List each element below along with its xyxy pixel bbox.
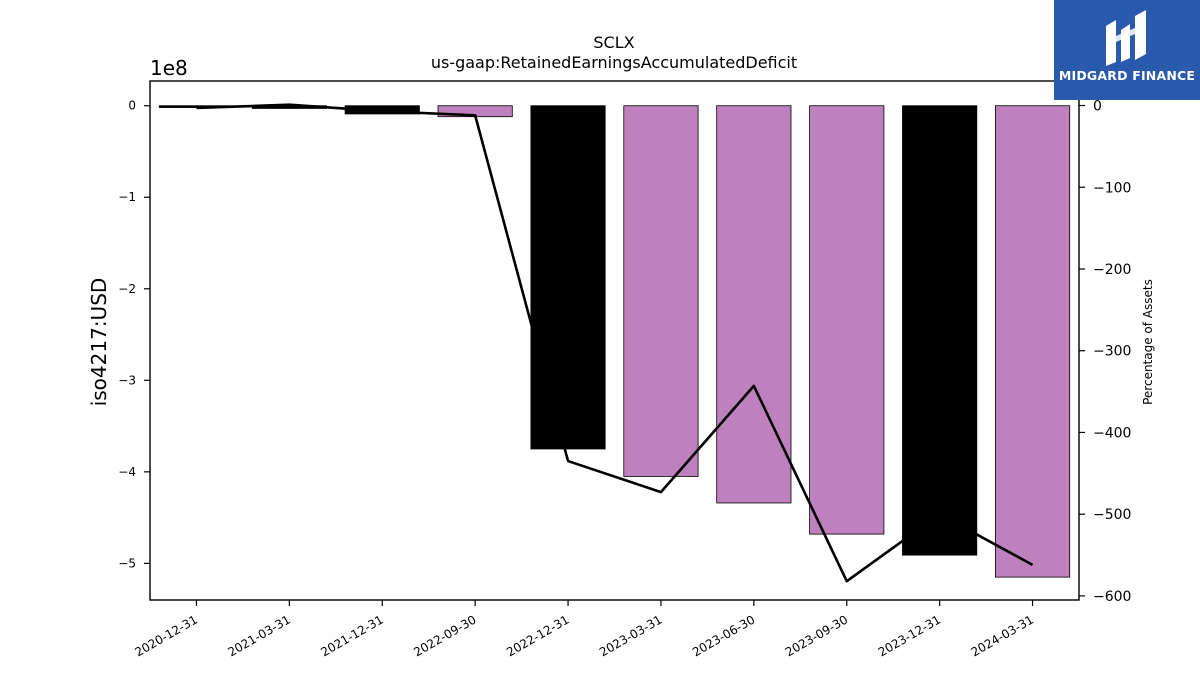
bar-2023-12-31 [902, 105, 978, 556]
y2-tick-label: −300 [1093, 344, 1131, 360]
x-tick-label: 2024-03-31 [969, 612, 1036, 659]
midgard-logo-icon [1106, 10, 1146, 66]
chart-title: SCLX [593, 33, 634, 52]
y-tick-label: −5 [118, 556, 136, 570]
bar-2023-09-30 [809, 105, 885, 535]
bar-2024-03-31 [994, 105, 1071, 578]
x-tick-label: 2023-12-31 [876, 612, 943, 659]
y-axis-label: iso4217:USD [87, 278, 111, 407]
x-tick-label: 2020-12-31 [133, 612, 200, 659]
y2-tick-label: 0 [1093, 99, 1102, 115]
y2-tick-label: −500 [1093, 507, 1131, 523]
y-tick-label: −3 [118, 373, 136, 387]
y-tick-label: −4 [118, 465, 136, 479]
y-tick-label: 0 [128, 99, 136, 113]
y-tick-label: −1 [118, 190, 136, 204]
chart-subtitle: us-gaap:RetainedEarningsAccumulatedDefic… [431, 53, 797, 72]
bar-2022-12-31 [530, 105, 606, 450]
brand-logo: MIDGARD FINANCE [1054, 0, 1200, 100]
x-tick-label: 2022-12-31 [504, 612, 571, 659]
x-tick-label: 2022-09-30 [411, 612, 478, 659]
y-offset-label: 1e8 [150, 56, 188, 80]
bar-2023-03-31 [623, 105, 699, 477]
y2-tick-label: −200 [1093, 262, 1131, 278]
x-tick-label: 2023-09-30 [783, 612, 850, 659]
x-tick-label: 2021-12-31 [318, 612, 385, 659]
x-tick-label: 2023-06-30 [690, 612, 757, 659]
brand-name: MIDGARD FINANCE [1058, 68, 1196, 83]
x-tick-label: 2023-03-31 [597, 612, 664, 659]
x-tick-label: 2021-03-31 [225, 612, 292, 659]
y2-tick-label: −600 [1093, 589, 1131, 605]
y2-axis-label: Percentage of Assets [1141, 279, 1155, 405]
y2-tick-label: −100 [1093, 180, 1131, 196]
plot-frame [149, 80, 1080, 601]
y-tick-label: −2 [118, 282, 136, 296]
percentage-of-assets-line [196, 103, 1034, 583]
y2-tick-label: −400 [1093, 425, 1131, 441]
